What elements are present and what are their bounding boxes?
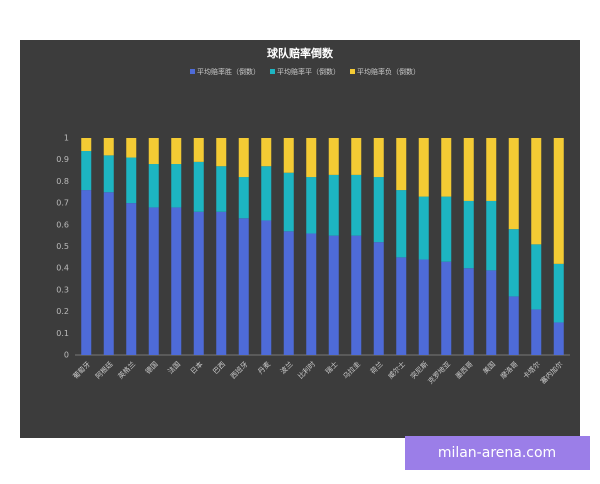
legend-label: 平均赔率胜（倒数）	[197, 67, 260, 76]
bar-segment	[193, 161, 204, 212]
bar-segment	[418, 138, 429, 197]
bar-segment	[103, 155, 114, 193]
bar-segment	[486, 270, 497, 355]
legend-swatch	[190, 69, 195, 74]
bar-segment	[463, 200, 474, 269]
legend: 平均赔率胜（倒数） 平均赔率平（倒数） 平均赔率负（倒数）	[190, 67, 420, 76]
bar-segment	[508, 296, 519, 355]
bar-segment	[126, 138, 137, 158]
y-tick-label: 0	[64, 351, 69, 360]
bar-segment	[126, 157, 137, 204]
bar-segment	[238, 138, 249, 178]
legend-swatch	[270, 69, 275, 74]
y-tick-label: 0.4	[56, 264, 69, 273]
y-tick-label: 0.1	[56, 329, 69, 338]
bar-segment	[238, 218, 249, 355]
bar-segment	[508, 138, 519, 230]
bar-segment	[283, 172, 294, 232]
watermark-box	[405, 436, 590, 470]
bar-segment	[486, 138, 497, 201]
bar-segment	[148, 138, 159, 165]
bar-segment	[306, 233, 317, 355]
bar-segment	[238, 177, 249, 219]
bar-segment	[283, 138, 294, 173]
watermark: milan-arena.com	[438, 445, 556, 461]
bar-segment	[216, 211, 227, 355]
bar-segment	[216, 138, 227, 167]
bar-segment	[553, 138, 564, 264]
bar-segment	[328, 174, 339, 236]
bar-segment	[283, 231, 294, 355]
bar-segment	[531, 309, 542, 355]
bar-segment	[553, 263, 564, 323]
y-tick-label: 0.9	[56, 155, 69, 164]
y-tick-label: 1	[64, 134, 69, 143]
bar-segment	[81, 190, 92, 355]
bar-segment	[103, 192, 114, 355]
bar-segment	[373, 177, 384, 243]
bar-segment	[328, 138, 339, 175]
bar-segment	[171, 164, 182, 208]
bar-segment	[396, 190, 407, 258]
bar-segment	[418, 196, 429, 260]
bar-segment	[351, 174, 362, 236]
bar-segment	[306, 138, 317, 178]
bar-segment	[396, 257, 407, 355]
bar-segment	[81, 151, 92, 191]
bar-segment	[441, 196, 452, 262]
legend-label: 平均赔率负（倒数）	[357, 67, 420, 76]
y-tick-label: 0.5	[56, 242, 69, 251]
bar-segment	[148, 207, 159, 355]
bar-segment	[351, 235, 362, 355]
bar-segment	[261, 220, 272, 355]
bar-segment	[396, 138, 407, 191]
bar-segment	[126, 203, 137, 355]
bar-segment	[148, 164, 159, 208]
bar-segment	[441, 138, 452, 197]
bar-segment	[216, 166, 227, 212]
y-tick-label: 0.7	[56, 199, 69, 208]
bar-segment	[193, 211, 204, 355]
y-tick-label: 0.6	[56, 220, 69, 229]
bar-segment	[373, 242, 384, 355]
bar-segment	[81, 138, 92, 152]
bar-segment	[441, 261, 452, 355]
bar-segment	[351, 138, 362, 175]
bar-segment	[531, 138, 542, 245]
bar-segment	[463, 138, 474, 201]
bar-segment	[193, 138, 204, 162]
y-tick-label: 0.3	[56, 285, 69, 294]
y-tick-label: 0.2	[56, 307, 69, 316]
bar-segment	[553, 322, 564, 355]
bar-segment	[508, 229, 519, 297]
legend-swatch	[350, 69, 355, 74]
bar-segment	[171, 207, 182, 355]
bar-segment	[463, 268, 474, 355]
y-tick-label: 0.8	[56, 177, 69, 186]
bar-segment	[373, 138, 384, 178]
bar-segment	[328, 235, 339, 355]
bar-segment	[171, 138, 182, 165]
bar-segment	[486, 200, 497, 271]
bar-segment	[306, 177, 317, 234]
bar-segment	[531, 244, 542, 310]
legend-label: 平均赔率平（倒数）	[277, 67, 340, 76]
bar-segment	[103, 138, 114, 156]
bar-segment	[261, 166, 272, 221]
bar-segment	[418, 259, 429, 355]
bar-segment	[261, 138, 272, 167]
chart-title: 球队赔率倒数	[267, 46, 334, 60]
